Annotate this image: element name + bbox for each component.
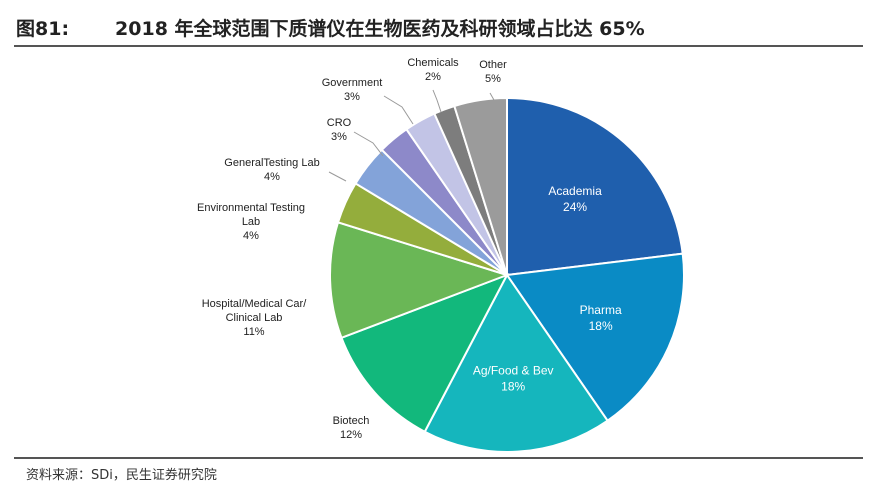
- slice-label-environmental-testing-lab: Lab: [242, 216, 260, 228]
- slice-label-pharma: Pharma: [580, 303, 622, 317]
- leader-line-government: [383, 95, 414, 125]
- slice-label-environmental-testing-lab: Environmental Testing: [197, 202, 305, 214]
- leader-line-cro: [353, 131, 384, 157]
- slice-label-government: Government: [322, 77, 383, 89]
- pie-slice-ag-food-bev: [423, 273, 609, 453]
- source-note: 资料来源：SDi，民生证券研究院: [26, 468, 217, 483]
- slice-label-chemicals: Chemicals: [407, 57, 459, 69]
- pie-slice-biotech: [340, 273, 510, 434]
- slice-value-academia: 24%: [563, 200, 587, 214]
- slice-label-ag-food-bev: Ag/Food & Bev: [473, 363, 554, 377]
- slice-value-government: 3%: [344, 91, 360, 103]
- slice-label-hospital-medical-car-clinical-lab: Clinical Lab: [226, 312, 283, 324]
- figure-number: 图81:: [16, 17, 70, 40]
- slice-value-hospital-medical-car-clinical-lab: 11%: [243, 326, 264, 338]
- slice-label-other: Other: [479, 59, 507, 71]
- slice-value-biotech: 12%: [340, 429, 362, 441]
- bottom-divider: [14, 457, 863, 459]
- slice-value-other: 5%: [485, 73, 501, 85]
- slice-value-chemicals: 2%: [425, 71, 441, 83]
- pie-slice-academia: [506, 96, 684, 277]
- slice-label-cro: CRO: [327, 117, 352, 129]
- slice-value-ag-food-bev: 18%: [501, 379, 525, 393]
- slice-label-biotech: Biotech: [333, 415, 370, 427]
- leader-line-generaltesting-lab: [328, 171, 347, 182]
- slice-label-hospital-medical-car-clinical-lab: Hospital/Medical Car/: [202, 298, 307, 310]
- top-divider: [14, 45, 863, 47]
- pie-slice-pharma: [505, 252, 685, 423]
- slice-value-environmental-testing-lab: 4%: [243, 230, 259, 242]
- figure-header: 图81: 2018 年全球范围下质谱仪在生物医药及科研领域占比达 65%: [16, 10, 862, 44]
- slice-label-academia: Academia: [548, 184, 602, 198]
- chart-title: 2018 年全球范围下质谱仪在生物医药及科研领域占比达 65%: [115, 17, 645, 40]
- leader-line-chemicals: [432, 89, 442, 113]
- slice-value-pharma: 18%: [589, 319, 613, 333]
- slice-value-cro: 3%: [331, 131, 347, 143]
- slice-label-generaltesting-lab: GeneralTesting Lab: [224, 157, 319, 169]
- pie-slice-other: [453, 96, 508, 276]
- pie-slice-hospital-medical-car-clinical-lab: [329, 221, 511, 340]
- leader-line-other: [489, 92, 495, 101]
- slice-value-generaltesting-lab: 4%: [264, 171, 280, 183]
